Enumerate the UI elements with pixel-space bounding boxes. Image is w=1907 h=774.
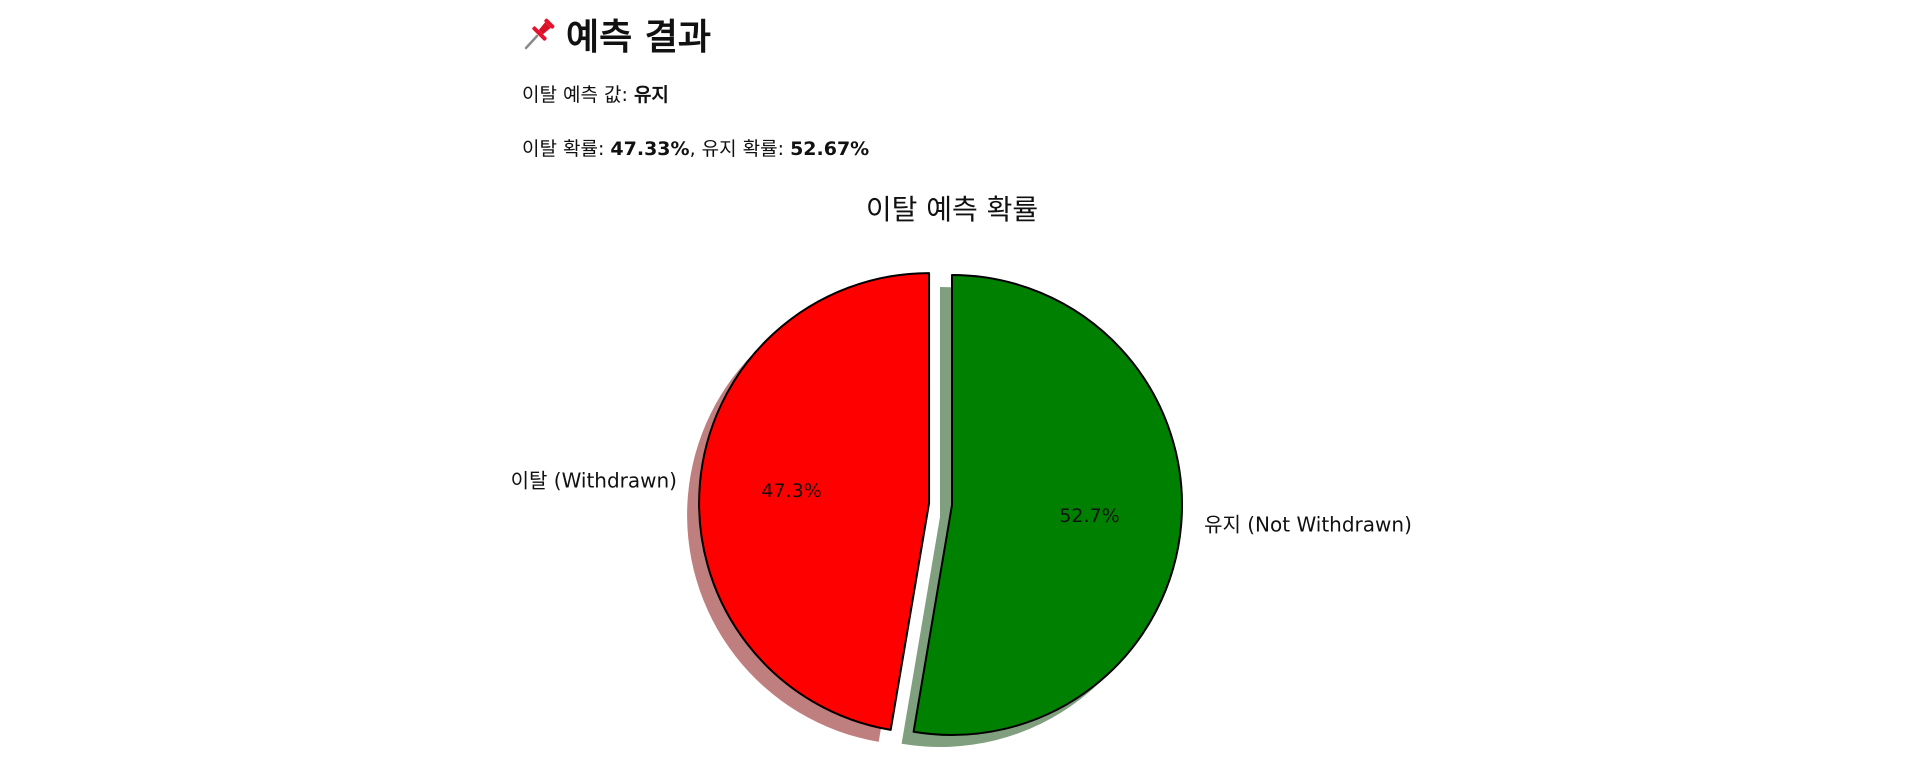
- prediction-label: 이탈 예측 값: [522, 84, 622, 106]
- retain-probability-value: 52.67%: [790, 138, 870, 160]
- prediction-value: 유지: [633, 84, 669, 106]
- pie-category-label: 이탈 (Withdrawn): [511, 468, 677, 492]
- pie-percent-label: 47.3%: [761, 480, 821, 502]
- churn-probability-label: 이탈 확률: [522, 138, 598, 160]
- result-title: 예측 결과: [566, 17, 712, 58]
- pie-percent-label: 52.7%: [1059, 505, 1119, 527]
- pie-category-label: 유지 (Not Withdrawn): [1204, 513, 1412, 537]
- retain-probability-label: 유지 확률: [701, 138, 778, 160]
- chart-title: 이탈 예측 확률: [866, 193, 1038, 226]
- result-heading: 예측 결과: [522, 14, 711, 64]
- churn-probability-value: 47.33%: [610, 138, 690, 160]
- pie-slice: [912, 274, 1184, 736]
- pie-slice: [698, 272, 931, 731]
- pushpin-icon: [522, 15, 566, 64]
- prediction-line: 이탈 예측 값: 유지: [522, 84, 669, 106]
- probability-line: 이탈 확률: 47.33%, 유지 확률: 52.67%: [522, 138, 870, 160]
